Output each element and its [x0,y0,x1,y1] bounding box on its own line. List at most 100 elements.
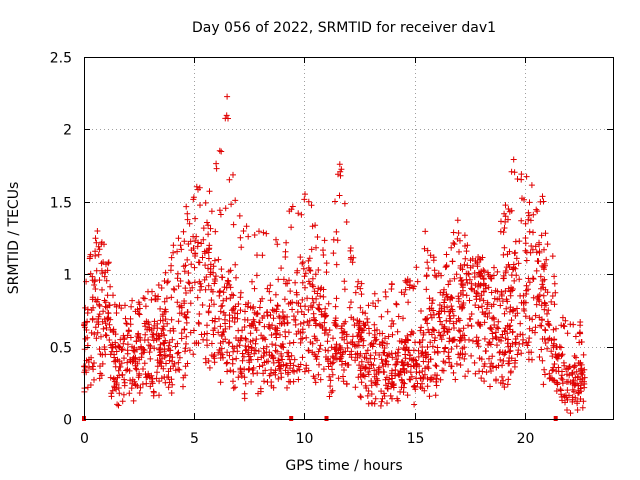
data-point [411,401,418,408]
data-point [243,346,250,353]
data-point [555,353,562,360]
data-point [390,384,397,391]
data-point [505,336,512,343]
data-point [534,208,541,215]
data-point [185,279,192,286]
data-point [523,173,530,180]
data-point [396,371,403,378]
data-point [512,238,519,245]
data-point [204,322,210,329]
data-point [130,347,137,354]
data-point [230,292,237,299]
data-point [410,383,417,390]
data-point [494,268,501,275]
data-point [344,345,351,351]
data-point [283,239,290,246]
data-point [147,355,154,362]
data-point [408,328,415,335]
data-point [437,376,444,383]
data-point [278,320,285,327]
data-point [526,199,533,206]
data-point [217,355,224,361]
data-point [419,380,425,387]
data-point [224,277,231,284]
data-point [282,367,289,374]
data-point [456,354,463,361]
data-point [521,196,527,203]
data-point [318,308,325,315]
data-point [295,328,302,335]
data-point [462,243,468,249]
data-point [158,363,165,370]
data-point [481,378,488,385]
data-point [182,345,189,352]
data-point [475,337,482,344]
data-point [244,303,251,310]
data-point [286,208,293,215]
data-point [446,326,453,333]
data-point [156,392,162,399]
data-point [464,262,471,269]
data-point [157,351,164,358]
data-point [299,354,306,361]
data-point [562,317,569,324]
data-point [107,374,114,381]
data-point [178,246,185,253]
data-point [197,287,203,294]
data-point [504,322,511,329]
data-point [302,284,308,291]
data-point [183,319,190,326]
data-point [530,229,536,236]
zero-marker [289,416,294,421]
data-point [182,313,189,320]
data-point [569,380,576,387]
data-point [142,303,149,310]
data-point [544,345,551,352]
data-point [167,351,173,358]
data-point [425,365,432,372]
data-point [395,313,402,320]
data-point [159,313,166,320]
data-point [101,346,108,353]
data-point [146,349,153,356]
data-point [98,333,104,340]
data-point [222,205,229,212]
data-point [272,347,279,354]
data-point [218,303,225,310]
data-point [180,228,187,235]
data-point [220,338,227,345]
data-point [298,211,305,218]
data-point [260,345,267,352]
data-point [282,248,289,255]
data-point [124,341,131,348]
data-point [368,382,375,389]
data-point [87,270,94,277]
data-point [368,361,375,368]
data-point [382,293,389,300]
data-point [235,374,242,381]
data-point [558,391,565,398]
data-point [551,280,558,287]
data-point [174,270,181,277]
data-point [196,311,203,317]
data-point [146,326,153,333]
data-point [431,267,438,274]
data-point [133,338,140,345]
data-point [272,342,279,349]
data-point [468,352,475,359]
data-point [92,277,98,283]
data-point [571,362,578,369]
data-point [493,335,500,342]
data-point [469,286,475,293]
data-point [339,358,345,365]
data-point [258,332,265,339]
data-point [575,360,582,366]
data-point [455,327,462,334]
data-point [395,397,401,404]
data-point [397,388,404,395]
data-point [338,325,345,332]
data-point [104,267,111,274]
data-point [133,366,140,373]
data-point [278,350,285,357]
data-point [178,310,185,317]
